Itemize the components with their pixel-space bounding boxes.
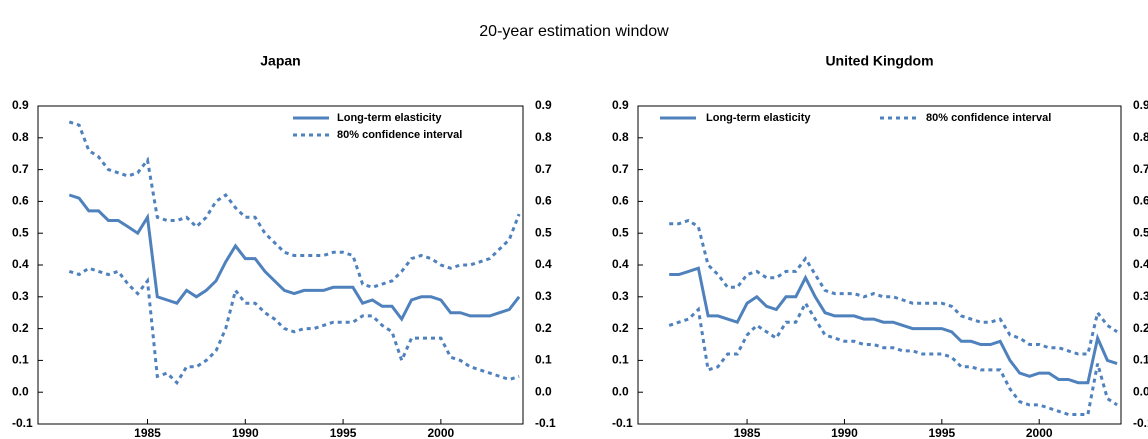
- y-tick-label: 0.8: [612, 130, 629, 144]
- y2-tick-label: 0.5: [535, 225, 552, 239]
- x-tick-label: 1995: [330, 426, 357, 439]
- y-tick-label: 0.3: [12, 289, 29, 303]
- y-tick-label: 0.9: [12, 98, 29, 112]
- y2-tick-label: 0.4: [1133, 257, 1148, 271]
- y-tick-label: 0.6: [12, 194, 29, 208]
- y-tick-label: 0.4: [12, 257, 29, 271]
- x-tick-label: 2000: [428, 426, 455, 439]
- page-title: 20-year estimation window: [479, 23, 669, 40]
- plot-frame: [37, 105, 524, 425]
- series-line: [669, 266, 1118, 385]
- y-tick-label: 0.0: [12, 384, 29, 398]
- y2-tick-label: 0.7: [1133, 162, 1148, 176]
- y2-tick-label: 0.1: [1133, 353, 1148, 367]
- x-tick-label: 2000: [1026, 426, 1053, 439]
- y-tick-label: 0.4: [612, 257, 629, 271]
- y-tick-label: 0.0: [612, 384, 629, 398]
- series-line: [68, 266, 520, 386]
- plot-frame: [637, 105, 1122, 425]
- legend-label: 80% confidence interval: [926, 112, 1051, 124]
- y2-tick-label: 0.7: [535, 162, 552, 176]
- x-tick-label: 1995: [928, 426, 955, 439]
- series-line: [668, 300, 1118, 416]
- legend-label: 80% confidence interval: [337, 129, 462, 141]
- y-tick-label: 0.2: [612, 321, 629, 335]
- legend-label: Long-term elasticity: [337, 112, 442, 124]
- y2-tick-label: 0.6: [535, 194, 552, 208]
- x-tick-label: 1990: [831, 426, 858, 439]
- y2-tick-label: 0.1: [535, 353, 552, 367]
- x-tick-label: 1985: [134, 426, 161, 439]
- y-tick-label: 0.5: [12, 225, 29, 239]
- y-tick-label: 0.8: [12, 130, 29, 144]
- y-tick-label: 0.5: [612, 225, 629, 239]
- y2-tick-label: 0.6: [1133, 194, 1148, 208]
- y2-tick-label: 0.0: [535, 384, 552, 398]
- y-tick-label: 0.7: [612, 162, 629, 176]
- y-tick-label: 0.3: [612, 289, 629, 303]
- y2-tick-label: 0.3: [535, 289, 552, 303]
- legend-label: Long-term elasticity: [706, 112, 811, 124]
- y2-tick-label: 0.2: [1133, 321, 1148, 335]
- series-line: [68, 193, 521, 322]
- x-tick-label: 1985: [734, 426, 761, 439]
- y2-tick-label: 0.9: [535, 98, 552, 112]
- series-line: [68, 120, 521, 289]
- panel-title: United Kingdom: [825, 53, 933, 69]
- y-tick-label: 0.2: [12, 321, 29, 335]
- y2-tick-label: 0.0: [1133, 384, 1148, 398]
- y2-tick-label: 0.8: [1133, 130, 1148, 144]
- y2-tick-label: 0.9: [1133, 98, 1148, 112]
- y-tick-label: -0.1: [12, 416, 33, 430]
- y-tick-label: 0.9: [612, 98, 629, 112]
- y-tick-label: 0.1: [12, 353, 29, 367]
- y2-tick-label: 0.5: [1133, 225, 1148, 239]
- y-tick-label: 0.6: [612, 194, 629, 208]
- y-tick-label: 0.7: [12, 162, 29, 176]
- panel-title: Japan: [260, 53, 300, 69]
- series-line: [669, 218, 1118, 356]
- y2-tick-label: 0.8: [535, 130, 552, 144]
- y-tick-label: 0.1: [612, 353, 629, 367]
- y2-tick-label: 0.2: [535, 321, 552, 335]
- y2-tick-label: -0.1: [535, 416, 556, 430]
- y2-tick-label: 0.3: [1133, 289, 1148, 303]
- y2-tick-label: 0.4: [535, 257, 552, 271]
- y2-tick-label: -0.1: [1133, 416, 1148, 430]
- y-tick-label: -0.1: [612, 416, 633, 430]
- x-tick-label: 1990: [232, 426, 259, 439]
